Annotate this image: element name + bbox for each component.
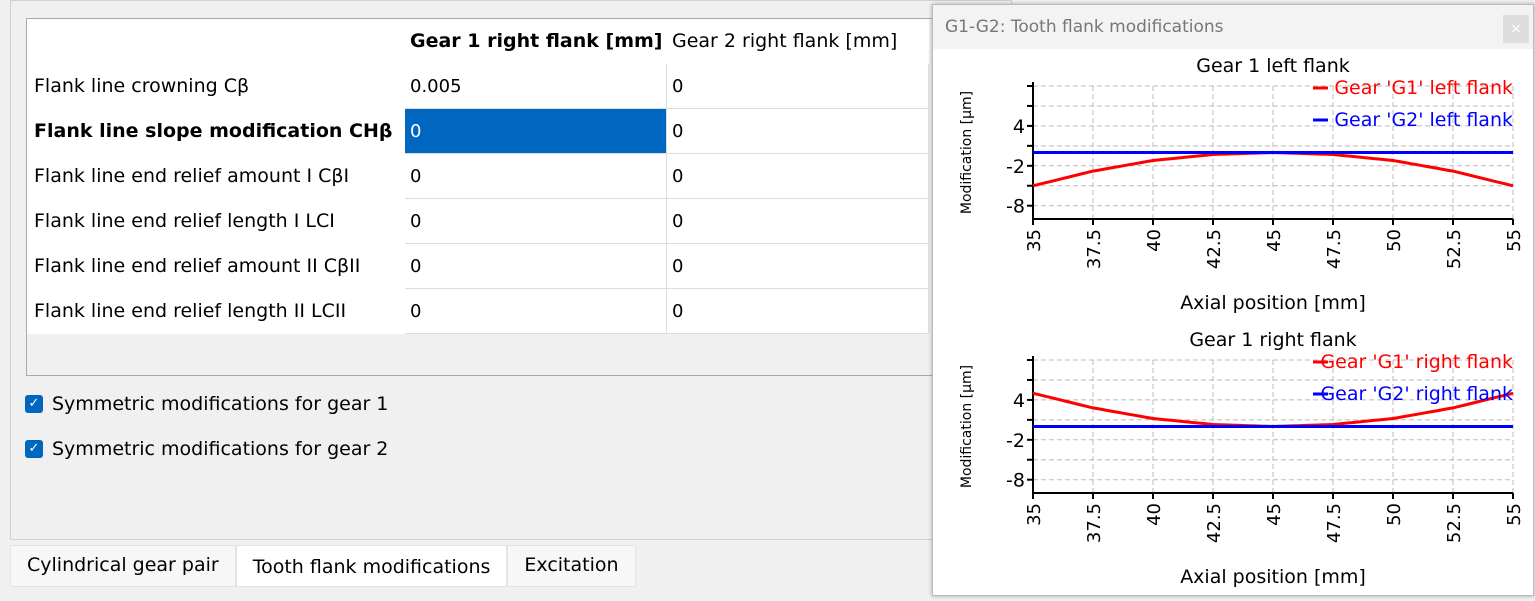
y-axis-label: Modification [µm] (959, 91, 975, 214)
x-axis-label: Axial position [mm] (1180, 292, 1366, 314)
x-tick-label: 45 (1264, 503, 1285, 526)
gear2-value-cell[interactable]: 0 (667, 244, 929, 289)
flank-modifications-window: G1-G2: Tooth flank modifications × Gear 1… (932, 4, 1534, 596)
x-tick-label: 55 (1504, 229, 1525, 252)
row-label: Flank line crowning Cβ (27, 64, 405, 109)
x-tick-label: 35 (1024, 503, 1045, 526)
x-tick-label: 55 (1504, 503, 1525, 526)
tab-tooth-flank-modifications[interactable]: Tooth flank modifications (235, 545, 508, 587)
symmetric-gear1-checkbox[interactable]: ✓ Symmetric modifications for gear 1 (25, 393, 388, 415)
gear2-value-cell[interactable]: 0 (667, 109, 929, 154)
charts: Gear 1 left flank 35 37.5 40 42.5 45 47.5 50 52.… (959, 55, 1525, 588)
gear1-value-cell[interactable]: 0 (405, 109, 667, 154)
table-row: Flank line end relief amount I CβI 0 0 (27, 154, 929, 199)
x-tick-label: 52.5 (1444, 229, 1465, 269)
modifications-table: Gear 1 right flank [mm] Gear 2 right fla… (26, 18, 938, 376)
window-titlebar[interactable]: G1-G2: Tooth flank modifications × (933, 5, 1533, 49)
table-header: Gear 1 right flank [mm] Gear 2 right fla… (27, 19, 929, 64)
x-tick-label: 37.5 (1084, 229, 1105, 269)
row-label: Flank line slope modification CHβ (27, 109, 405, 154)
gear1-value-cell[interactable]: 0 (405, 244, 667, 289)
close-icon[interactable]: × (1503, 15, 1529, 43)
x-tick-label: 47.5 (1324, 503, 1345, 543)
x-tick-label: 52.5 (1444, 503, 1465, 543)
gear2-value-cell[interactable]: 0 (667, 154, 929, 199)
y-axis-label: Modification [µm] (959, 365, 975, 488)
gear1-value-cell[interactable]: 0 (405, 199, 667, 244)
chart-0: Gear 1 left flank 35 37.5 40 42.5 45 47.5 50 52.… (959, 55, 1525, 314)
row-label: Flank line end relief amount II CβII (27, 244, 405, 289)
row-label: Flank line end relief amount I CβI (27, 154, 405, 199)
table-row: Flank line slope modification CHβ 0 0 (27, 109, 929, 154)
chart-1: Gear 1 right flank 35 37.5 40 42.5 45 47.5 50 52… (959, 329, 1525, 588)
table-row: Flank line crowning Cβ 0.005 0 (27, 64, 929, 109)
legend-entry: Gear 'G2' right flank (1320, 383, 1513, 405)
gear2-value-cell[interactable]: 0 (667, 199, 929, 244)
row-label: Flank line end relief length I LCI (27, 199, 405, 244)
y-tick-label: 4 (1013, 390, 1025, 412)
x-tick-label: 50 (1384, 503, 1405, 526)
gear1-value-cell[interactable]: 0 (405, 289, 667, 334)
chart-title: Gear 1 right flank (1189, 329, 1356, 351)
x-tick-label: 50 (1384, 229, 1405, 252)
table-row: Flank line end relief length II LCII 0 0 (27, 289, 929, 334)
gear2-value-cell[interactable]: 0 (667, 289, 929, 334)
symmetric-gear2-checkbox[interactable]: ✓ Symmetric modifications for gear 2 (25, 438, 388, 460)
x-tick-label: 40 (1144, 229, 1165, 252)
y-tick-label: 4 (1013, 116, 1025, 138)
table-row: Flank line end relief length I LCI 0 0 (27, 199, 929, 244)
tab-cylindrical-gear-pair[interactable]: Cylindrical gear pair (10, 545, 236, 587)
gear2-value-cell[interactable]: 0 (667, 64, 929, 109)
legend-entry: Gear 'G1' right flank (1320, 351, 1513, 373)
tab-bar: Cylindrical gear pair Tooth flank modifi… (10, 545, 636, 587)
x-tick-label: 42.5 (1204, 503, 1225, 543)
y-tick-label: -8 (1006, 196, 1025, 218)
gear1-value-cell[interactable]: 0.005 (405, 64, 667, 109)
gear1-value-cell[interactable]: 0 (405, 154, 667, 199)
checkmark-icon[interactable]: ✓ (25, 395, 43, 413)
checkmark-icon[interactable]: ✓ (25, 440, 43, 458)
x-axis-label: Axial position [mm] (1180, 566, 1366, 588)
x-tick-label: 35 (1024, 229, 1045, 252)
x-tick-label: 37.5 (1084, 503, 1105, 543)
column-header-gear2[interactable]: Gear 2 right flank [mm] (667, 19, 929, 64)
tab-excitation[interactable]: Excitation (507, 545, 636, 587)
column-header-gear1[interactable]: Gear 1 right flank [mm] (405, 19, 667, 64)
chart-title: Gear 1 left flank (1196, 55, 1350, 77)
x-tick-label: 42.5 (1204, 229, 1225, 269)
table-row: Flank line end relief amount II CβII 0 0 (27, 244, 929, 289)
legend-entry: Gear 'G1' left flank (1334, 77, 1513, 99)
y-tick-label: -2 (1006, 430, 1025, 452)
y-tick-label: -2 (1006, 156, 1025, 178)
legend-entry: Gear 'G2' left flank (1334, 109, 1513, 131)
x-tick-label: 45 (1264, 229, 1285, 252)
y-tick-label: -8 (1006, 470, 1025, 492)
row-label: Flank line end relief length II LCII (27, 289, 405, 334)
x-tick-label: 47.5 (1324, 229, 1345, 269)
x-tick-label: 40 (1144, 503, 1165, 526)
